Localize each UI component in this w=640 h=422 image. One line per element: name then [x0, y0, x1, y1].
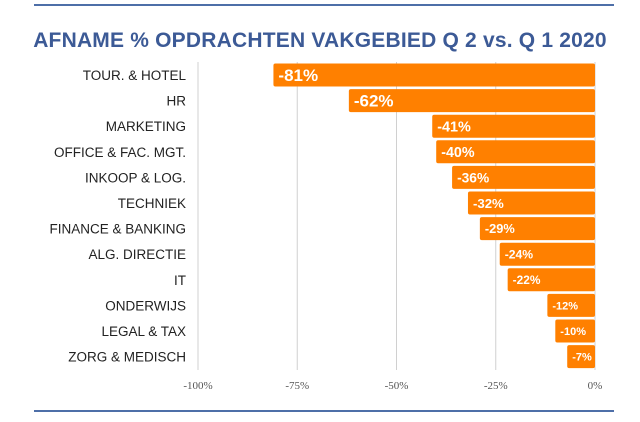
data-label: -81%	[278, 66, 318, 85]
category-label: TECHNIEK	[118, 196, 186, 211]
category-label: HR	[167, 94, 187, 109]
category-label: OFFICE & FAC. MGT.	[54, 145, 186, 160]
top-divider	[34, 4, 614, 6]
bar	[567, 345, 595, 369]
category-label: IT	[174, 273, 186, 288]
bar	[499, 242, 595, 266]
data-label: -22%	[513, 273, 541, 287]
bar	[507, 268, 595, 292]
bar	[432, 114, 595, 138]
data-label: -24%	[505, 248, 534, 262]
category-label: LEGAL & TAX	[101, 324, 186, 339]
bar	[436, 140, 595, 164]
data-label: -32%	[473, 196, 504, 211]
data-label: -40%	[441, 145, 475, 161]
bar	[348, 89, 595, 113]
bar	[479, 217, 595, 241]
category-label: ALG. DIRECTIE	[88, 247, 186, 262]
category-label: MARKETING	[106, 119, 186, 134]
category-label: ONDERWIJS	[105, 298, 186, 313]
x-tick-label: -75%	[285, 380, 309, 392]
category-label: TOUR. & HOTEL	[83, 68, 187, 83]
chart-title: AFNAME % OPDRACHTEN VAKGEBIED Q 2 vs. Q …	[33, 29, 607, 52]
category-label: FINANCE & BANKING	[49, 222, 186, 237]
category-label: INKOOP & LOG.	[85, 170, 186, 185]
bar	[555, 319, 595, 343]
x-tick-label: -25%	[484, 380, 508, 392]
data-label: -36%	[457, 170, 489, 185]
data-label: -62%	[354, 92, 394, 111]
bar	[452, 165, 595, 189]
data-label: -7%	[572, 352, 592, 364]
bar	[467, 191, 595, 215]
data-label: -29%	[485, 221, 516, 236]
data-label: -41%	[437, 119, 471, 135]
category-label: ZORG & MEDISCH	[68, 350, 186, 365]
bottom-divider	[34, 410, 614, 412]
bar	[273, 63, 595, 87]
x-tick-label: -100%	[183, 380, 212, 392]
data-label: -10%	[560, 326, 586, 338]
bar	[547, 293, 595, 317]
x-tick-label: 0%	[588, 380, 603, 392]
data-label: -12%	[552, 300, 578, 312]
x-tick-label: -50%	[385, 380, 409, 392]
